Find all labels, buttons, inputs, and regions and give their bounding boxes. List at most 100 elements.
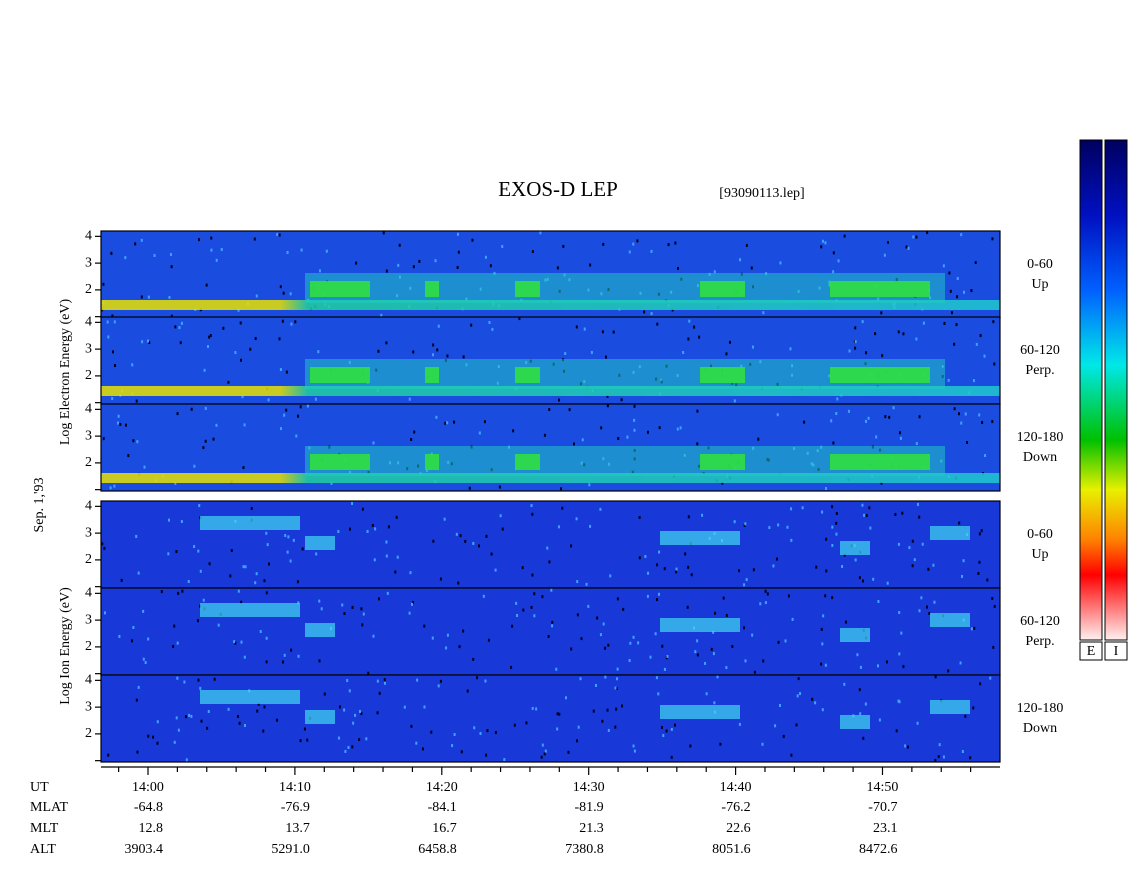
spectrogram-noise: [916, 721, 919, 725]
spectrogram-noise: [922, 321, 925, 325]
spectrogram-noise: [351, 745, 354, 749]
spectrogram-noise: [317, 350, 320, 354]
spectrogram-noise: [113, 484, 116, 488]
spectrogram-noise: [544, 749, 547, 753]
spectrogram-noise: [551, 624, 554, 628]
spectrogram-noise: [101, 542, 104, 546]
spectrogram-noise: [762, 659, 765, 663]
spectrogram-noise: [531, 512, 534, 516]
spectrogram-noise: [688, 319, 691, 323]
spectrogram-noise: [109, 486, 112, 490]
spectrogram-noise: [482, 594, 485, 598]
spectrogram-noise: [980, 529, 983, 533]
spectrogram-noise: [323, 692, 326, 696]
spectrogram-noise: [864, 419, 867, 423]
spectrogram-noise: [410, 602, 413, 606]
spectrogram-noise: [782, 734, 785, 738]
spectrogram-noise: [213, 677, 216, 681]
spectrogram-noise: [173, 740, 176, 744]
spectrogram-noise: [560, 487, 563, 491]
y-tick-label: 4: [85, 315, 92, 330]
spectrogram-noise: [962, 559, 965, 563]
spectrogram-noise: [403, 705, 406, 709]
spectrogram-noise: [265, 531, 268, 535]
y-tick-label: 2: [85, 282, 92, 297]
spectrogram-noise: [240, 600, 243, 604]
spectrogram-noise: [831, 525, 834, 529]
spectrogram-noise: [112, 350, 115, 354]
spectrogram-noise: [533, 592, 536, 596]
spectrogram-noise: [774, 724, 777, 728]
spectrogram-noise: [557, 525, 560, 529]
spectrogram-noise: [147, 295, 150, 299]
y-tick-label: 2: [85, 726, 92, 741]
spectrogram-noise: [176, 676, 179, 680]
spectrogram-noise: [178, 326, 181, 330]
spectrogram-noise: [984, 454, 987, 458]
spectrogram-noise: [183, 680, 186, 684]
spectrogram-noise: [725, 352, 728, 356]
y-tick-label: 4: [85, 229, 92, 244]
spectrogram-noise: [854, 326, 857, 330]
spectrogram-noise: [141, 340, 144, 344]
spectrogram-noise: [937, 755, 940, 759]
spectrogram-noise: [787, 594, 790, 598]
orbit-value: -84.1: [428, 800, 457, 815]
spectrogram-noise: [421, 747, 424, 751]
spectrogram-noise: [947, 669, 950, 673]
spectrogram-noise: [862, 736, 865, 740]
spectrogram-noise: [712, 652, 715, 656]
spectrogram-noise: [132, 626, 135, 630]
spectrogram-noise: [616, 667, 619, 671]
spectrogram-noise: [337, 736, 340, 740]
spectrogram-noise: [547, 635, 550, 639]
y-tick-label: 3: [85, 612, 92, 627]
spectrogram-band: [101, 386, 1000, 396]
spectrogram-noise: [729, 340, 732, 344]
spectrogram-noise: [722, 596, 725, 600]
spectrogram-noise: [175, 716, 178, 720]
x-tick-label: 14:10: [279, 780, 311, 795]
spectrogram-noise: [975, 342, 978, 346]
spectrogram-noise: [934, 758, 937, 762]
spectrogram-noise: [948, 271, 951, 275]
spectrogram-noise: [487, 638, 490, 642]
y-tick-label: 2: [85, 552, 92, 567]
spectrogram-noise: [341, 603, 344, 607]
spectrogram-noise: [837, 259, 840, 263]
spectrogram-noise: [759, 602, 762, 606]
spectrogram-noise: [383, 678, 386, 682]
spectrogram-noise: [199, 686, 202, 690]
spectrogram-noise: [614, 725, 617, 729]
spectrogram-noise: [832, 270, 835, 274]
spectrogram-noise: [466, 689, 469, 693]
spectrogram-noise: [299, 405, 302, 409]
spectrogram-noise: [416, 678, 419, 682]
orbit-value: 16.7: [432, 821, 457, 836]
spectrogram-noise: [844, 620, 847, 624]
panel-direction: Down: [1023, 450, 1057, 465]
spectrogram-noise: [568, 408, 571, 412]
spectrogram-noise: [240, 640, 243, 644]
spectrogram-noise: [431, 636, 434, 640]
spectrogram-noise: [131, 363, 134, 367]
spectrogram-noise: [255, 572, 258, 576]
panel-angle: 60-120: [1020, 614, 1060, 629]
spectrogram-noise: [531, 573, 534, 577]
spectrogram-noise: [265, 591, 268, 595]
spectrogram-noise: [906, 745, 909, 749]
spectrogram-noise: [964, 412, 967, 416]
spectrogram-noise: [543, 752, 546, 756]
spectrogram-noise: [564, 696, 567, 700]
spectrogram-noise: [479, 731, 482, 735]
spectrogram-noise: [445, 646, 448, 650]
spectrogram-noise: [581, 438, 584, 442]
spectrogram-noise: [516, 614, 519, 618]
colorbar: [1104, 139, 1128, 641]
spectrogram-noise: [764, 601, 767, 605]
orbit-value: 8051.6: [712, 842, 751, 857]
spectrogram-noise: [207, 345, 210, 349]
orbit-value: 5291.0: [271, 842, 310, 857]
spectrogram-noise: [539, 231, 542, 235]
y-tick-label: 4: [85, 499, 92, 514]
